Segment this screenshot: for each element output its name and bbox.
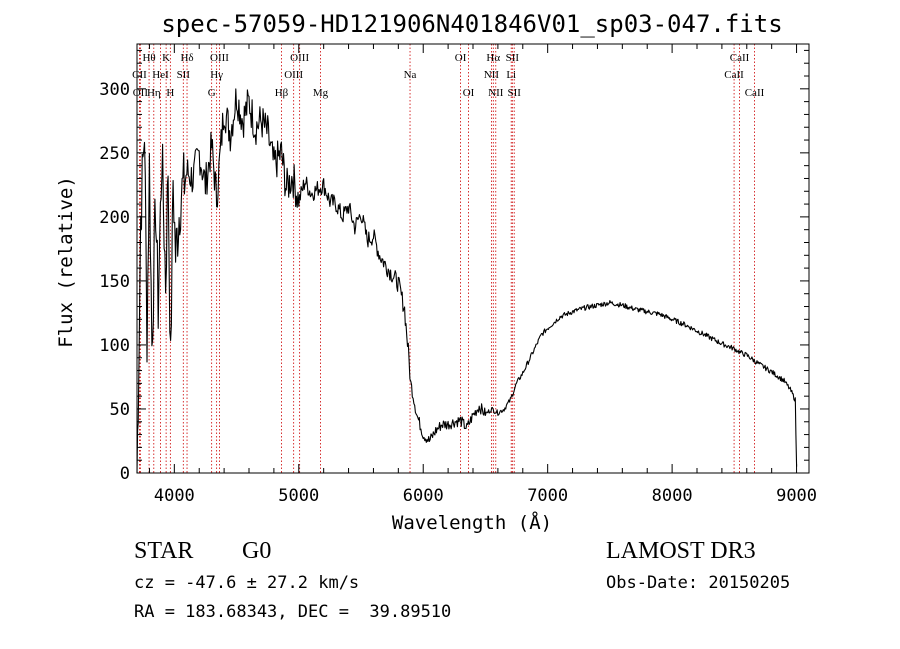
marker-label-5: K xyxy=(162,52,170,64)
marker-label-23: SII xyxy=(506,52,520,64)
line-markers xyxy=(139,44,755,473)
marker-label-12: Hβ xyxy=(275,87,289,99)
marker-label-2: Hθ xyxy=(142,52,155,64)
x-tick-label: 4000 xyxy=(154,486,195,506)
object-subclass: G0 xyxy=(242,538,272,564)
marker-label-20: Hα xyxy=(486,52,500,64)
marker-label-19: NII xyxy=(484,69,500,81)
marker-label-8: Hδ xyxy=(180,52,193,64)
marker-label-4: HeI xyxy=(152,69,169,81)
x-tick-label: 7000 xyxy=(527,486,568,506)
y-tick-label: 200 xyxy=(99,208,130,228)
x-tick-label: 9000 xyxy=(776,486,817,506)
y-tick-label: 150 xyxy=(99,272,130,292)
y-tick-label: 300 xyxy=(99,80,130,100)
marker-label-3: Hη xyxy=(147,87,161,99)
x-tick-label: 5000 xyxy=(278,486,319,506)
line-marker-labels: CIIOIIHθHηHeIKHSIIHδGHγOIIIHβOIIIOIIIMgN… xyxy=(132,52,764,99)
marker-label-17: OI xyxy=(455,52,467,64)
marker-label-25: CaII xyxy=(724,69,744,81)
marker-label-22: Li xyxy=(506,69,516,81)
marker-label-16: Na xyxy=(404,69,417,81)
survey-name: LAMOST DR3 xyxy=(606,538,756,564)
y-tick-label: 100 xyxy=(99,336,130,356)
marker-label-14: OIII xyxy=(290,52,309,64)
marker-label-13: OIII xyxy=(284,69,303,81)
observation-date: Obs-Date: 20150205 xyxy=(606,573,791,593)
y-tick-label: 250 xyxy=(99,144,130,164)
x-axis-label: Wavelength (Å) xyxy=(392,511,552,534)
redshift-value: cz = -47.6 ± 27.2 km/s xyxy=(134,573,360,593)
marker-label-24: SII xyxy=(507,87,521,99)
y-tick-label: 50 xyxy=(110,400,130,420)
object-class: STAR xyxy=(134,538,194,564)
marker-label-9: G xyxy=(208,87,216,99)
marker-label-18: OI xyxy=(463,87,475,99)
marker-label-7: SII xyxy=(177,69,191,81)
marker-label-0: CII xyxy=(132,69,147,81)
y-axis-label: Flux (relative) xyxy=(55,176,77,348)
plot-frame xyxy=(136,43,810,474)
y-tick-label: 0 xyxy=(120,464,130,484)
flux-series-line xyxy=(136,88,798,474)
marker-label-27: CaII xyxy=(745,87,765,99)
chart-title: spec-57059-HD121906N401846V01_sp03-047.f… xyxy=(161,10,782,38)
coordinates: RA = 183.68343, DEC = 39.89510 xyxy=(134,602,452,622)
marker-label-26: CaII xyxy=(730,52,750,64)
marker-label-11: OIII xyxy=(210,52,229,64)
x-axis-ticks: 4000 5000 6000 7000 8000 9000 xyxy=(148,44,817,506)
x-tick-label: 6000 xyxy=(403,486,444,506)
y-axis-ticks: 0 50 100 150 200 250 300 xyxy=(99,49,809,484)
marker-label-15: Mg xyxy=(313,87,329,99)
marker-label-6: H xyxy=(166,87,174,99)
marker-label-21: NII xyxy=(488,87,504,99)
x-tick-label: 8000 xyxy=(652,486,693,506)
marker-label-10: Hγ xyxy=(210,69,223,81)
